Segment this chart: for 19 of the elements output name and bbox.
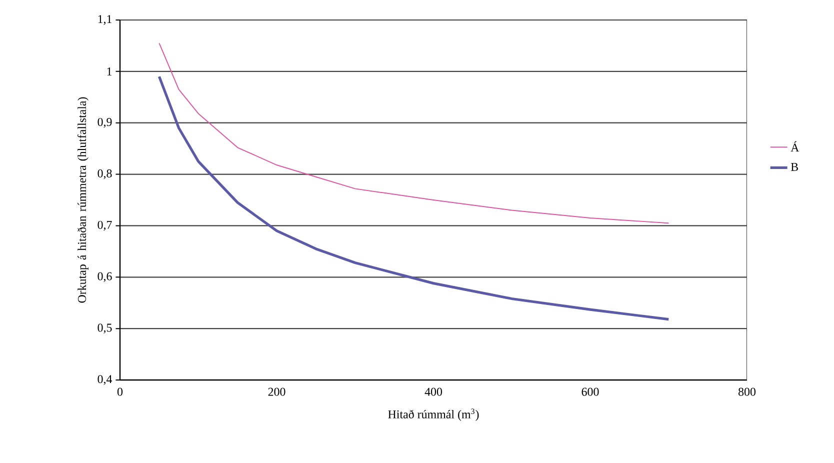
y-tick-label: 0,8 <box>98 169 112 180</box>
x-axis-title: Hitað rúmmál (m$^{3}$) <box>388 408 479 421</box>
y-tick-label: 1,1 <box>98 15 112 25</box>
y-tick-label: 0,4 <box>98 375 112 385</box>
y-tick-label: 0,5 <box>98 324 112 334</box>
line-series <box>158 42 670 224</box>
y-tick-label: 0,7 <box>98 220 112 231</box>
y-axis-title: Orkutap á hitaðan rúmmetra (hlutfallstala) <box>77 97 88 303</box>
line-series <box>158 75 670 321</box>
legend-label: B <box>790 163 798 171</box>
x-tick-label: 400 <box>424 388 442 396</box>
y-tick-label: 0,6 <box>98 272 112 282</box>
y-tick-label: 0,9 <box>98 118 112 128</box>
x-tick-label: 200 <box>268 388 286 396</box>
x-tick-label: 800 <box>738 388 756 396</box>
x-tick-label: 600 <box>582 388 599 396</box>
y-tick-label: 1 <box>107 67 112 76</box>
x-tick-label: 0 <box>117 388 123 396</box>
legend-label: Á <box>790 141 800 152</box>
